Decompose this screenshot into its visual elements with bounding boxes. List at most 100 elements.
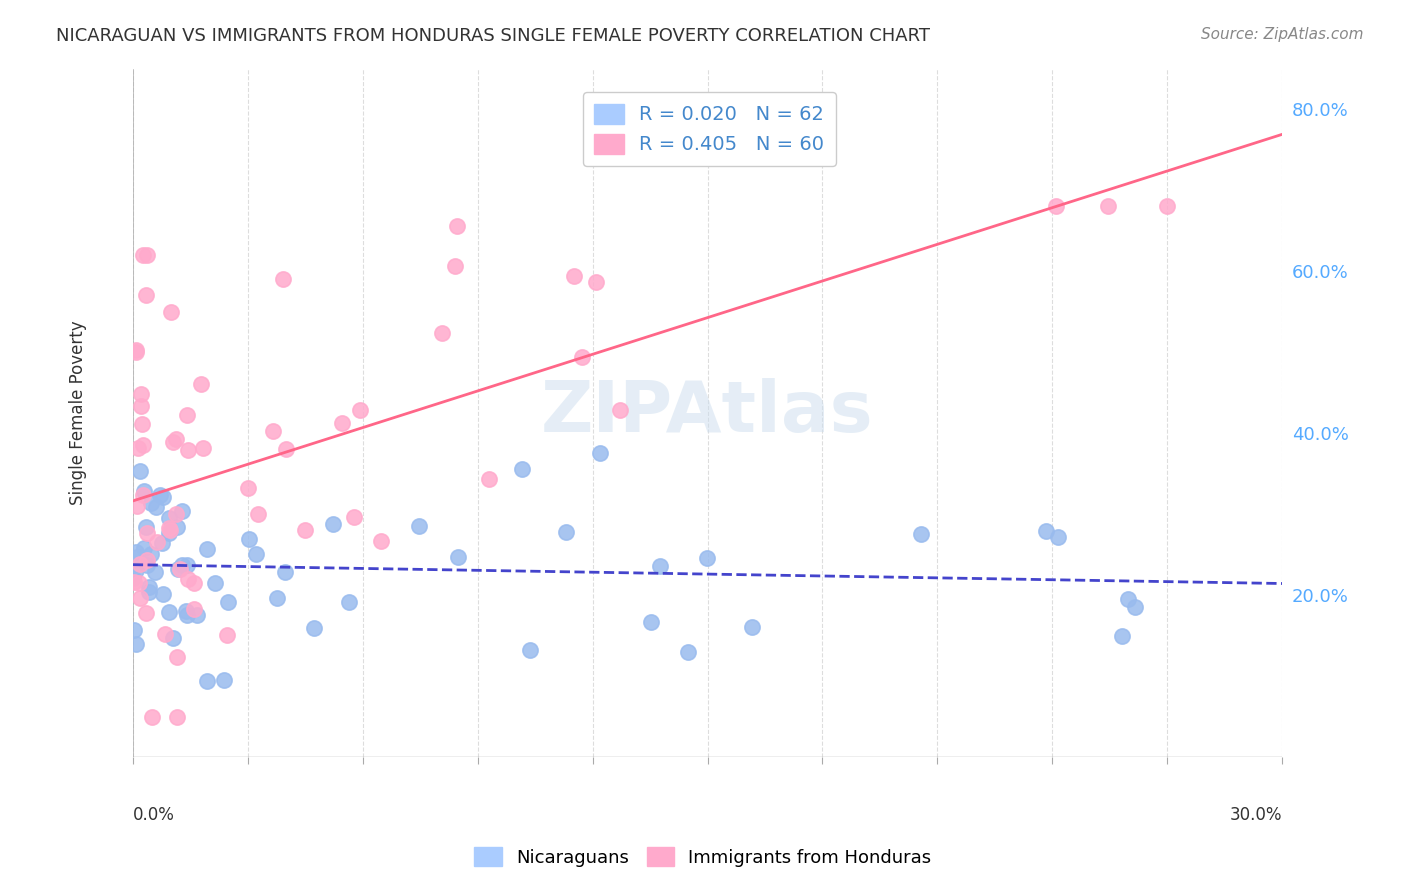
Point	[125, 563, 148, 577]
Point	[172, 504, 194, 518]
Point	[145, 500, 167, 514]
Point	[337, 595, 360, 609]
Point	[131, 417, 153, 432]
Point	[157, 526, 180, 541]
Point	[349, 403, 371, 417]
Text: Single Female Poverty: Single Female Poverty	[69, 320, 87, 505]
Point	[447, 549, 470, 564]
Point	[444, 260, 467, 274]
Point	[262, 424, 284, 438]
Point	[217, 595, 239, 609]
Point	[910, 527, 932, 541]
Point	[640, 615, 662, 629]
Point	[129, 464, 152, 478]
Point	[129, 591, 152, 605]
Point	[146, 534, 169, 549]
Point	[132, 438, 155, 452]
Point	[186, 607, 208, 622]
Point	[135, 558, 157, 572]
Point	[166, 650, 188, 665]
Point	[159, 605, 181, 619]
Point	[589, 445, 612, 459]
Point	[143, 565, 166, 579]
Point	[1156, 199, 1178, 213]
Point	[478, 472, 501, 486]
Point	[153, 627, 176, 641]
Point	[236, 481, 259, 495]
Point	[273, 272, 295, 286]
Point	[136, 553, 159, 567]
Point	[214, 673, 236, 687]
Point	[152, 491, 174, 505]
Point	[432, 326, 454, 341]
Point	[135, 520, 157, 534]
Point	[157, 521, 180, 535]
Point	[176, 558, 198, 573]
Point	[157, 511, 180, 525]
Point	[276, 442, 298, 456]
Point	[197, 542, 219, 557]
Point	[127, 441, 149, 455]
Point	[176, 607, 198, 622]
Point	[294, 523, 316, 537]
Point	[408, 519, 430, 533]
Point	[150, 536, 173, 550]
Point	[127, 499, 149, 513]
Text: Source: ZipAtlas.com: Source: ZipAtlas.com	[1201, 27, 1364, 42]
Point	[135, 288, 157, 302]
Point	[129, 386, 152, 401]
Point	[125, 550, 148, 565]
Point	[129, 400, 152, 414]
Point	[648, 558, 671, 573]
Point	[125, 637, 148, 651]
Point	[1046, 530, 1069, 544]
Point	[1045, 199, 1067, 213]
Point	[167, 562, 190, 576]
Point	[304, 621, 326, 635]
Point	[510, 461, 533, 475]
Legend: R = 0.020   N = 62, R = 0.405   N = 60: R = 0.020 N = 62, R = 0.405 N = 60	[582, 92, 835, 166]
Point	[238, 533, 260, 547]
Point	[554, 525, 576, 540]
Point	[166, 710, 188, 724]
Point	[322, 517, 344, 532]
Point	[1123, 600, 1146, 615]
Point	[125, 544, 148, 558]
Point	[166, 432, 188, 446]
Point	[245, 547, 267, 561]
Point	[162, 631, 184, 645]
Point	[1097, 199, 1119, 213]
Point	[132, 248, 155, 262]
Point	[125, 345, 148, 359]
Point	[446, 219, 468, 233]
Text: NICARAGUAN VS IMMIGRANTS FROM HONDURAS SINGLE FEMALE POVERTY CORRELATION CHART: NICARAGUAN VS IMMIGRANTS FROM HONDURAS S…	[56, 27, 931, 45]
Point	[141, 547, 163, 561]
Text: 0.0%: 0.0%	[132, 805, 174, 823]
Point	[135, 607, 157, 621]
Point	[122, 571, 145, 585]
Legend: Nicaraguans, Immigrants from Honduras: Nicaraguans, Immigrants from Honduras	[467, 840, 939, 874]
Point	[741, 619, 763, 633]
Point	[183, 576, 205, 591]
Point	[195, 674, 218, 689]
Point	[217, 627, 239, 641]
Point	[141, 710, 163, 724]
Point	[152, 587, 174, 601]
Point	[370, 533, 392, 548]
Point	[134, 541, 156, 556]
Point	[343, 510, 366, 524]
Point	[1035, 524, 1057, 538]
Point	[125, 343, 148, 358]
Point	[183, 602, 205, 616]
Point	[562, 268, 585, 283]
Point	[695, 550, 717, 565]
Point	[1111, 629, 1133, 643]
Point	[174, 604, 197, 618]
Point	[159, 304, 181, 318]
Point	[170, 558, 193, 573]
Point	[122, 623, 145, 637]
Point	[1116, 591, 1139, 606]
Point	[247, 508, 270, 522]
Point	[135, 248, 157, 262]
Point	[190, 376, 212, 391]
